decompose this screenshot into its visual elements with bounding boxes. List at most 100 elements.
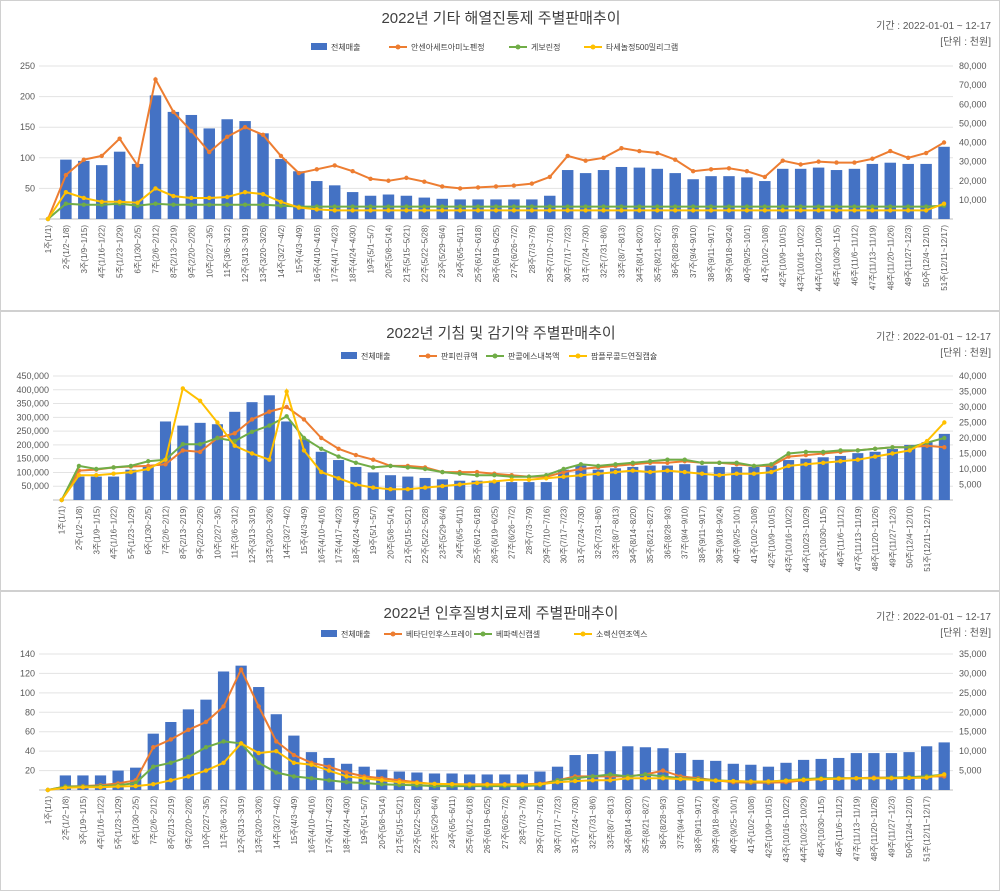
series-point-2 xyxy=(547,204,552,209)
legend-swatch-marker xyxy=(515,44,521,50)
series-point-3 xyxy=(197,398,203,403)
x-tick-label: 13주(3/20~3/26) xyxy=(265,506,274,564)
series-point-2 xyxy=(493,204,499,209)
y-right-tick: 30,000 xyxy=(959,157,987,167)
x-tick-label: 26주(6/19~6/25) xyxy=(492,225,501,283)
series-point-3 xyxy=(713,778,718,783)
bar-cold xyxy=(246,402,258,500)
series-point-3 xyxy=(221,760,226,765)
bar-cold xyxy=(627,466,639,500)
x-tick-label: 14주(3/27~4/2) xyxy=(283,506,292,559)
series-point-1 xyxy=(578,466,584,472)
x-tick-label: 45주(10/30~11/5) xyxy=(817,796,826,858)
series-point-3 xyxy=(942,420,947,425)
y-left-tick: 80 xyxy=(25,707,35,717)
series-line-2 xyxy=(60,415,945,501)
bar-cold xyxy=(488,480,500,500)
series-point-1 xyxy=(803,452,809,458)
x-tick-label: 7주(2/6~2/12) xyxy=(151,225,160,274)
x-tick-label: 2주(1/2~1/8) xyxy=(75,506,84,550)
period-label: 기간 : 2022-01-01 ~ 12-17 xyxy=(876,611,991,623)
x-tick-label: 4주(1/16~1/22) xyxy=(110,506,119,559)
y-left-tick: 100,000 xyxy=(16,467,49,477)
series-point-3 xyxy=(526,477,532,483)
bar-throat xyxy=(727,763,739,790)
series-point-2 xyxy=(613,462,618,467)
series-point-2 xyxy=(583,204,588,209)
series-point-3 xyxy=(309,762,314,767)
x-tick-label: 25주(6/12~6/18) xyxy=(474,225,483,283)
series-point-3 xyxy=(608,778,613,783)
legend-swatch-marker xyxy=(580,631,586,637)
x-tick-label: 35주(8/21~8/27) xyxy=(653,225,662,283)
bar-throat xyxy=(885,753,898,790)
x-tick-label: 38주(9/11~9/17) xyxy=(698,506,707,563)
series-point-2 xyxy=(111,465,116,470)
y-right-tick: 25,000 xyxy=(959,688,987,698)
series-point-1 xyxy=(171,109,176,115)
x-tick-label: 3주(1/9~1/15) xyxy=(92,506,101,555)
series-point-1 xyxy=(660,768,666,773)
series-point-2 xyxy=(511,204,517,209)
series-point-3 xyxy=(296,205,302,210)
series-point-2 xyxy=(544,473,549,478)
bar-fever xyxy=(239,121,251,219)
series-point-2 xyxy=(242,202,248,207)
series-point-1 xyxy=(238,667,244,672)
series-point-2 xyxy=(474,473,480,478)
legend-label: 판피린큐액 xyxy=(441,351,478,361)
series-point-2 xyxy=(870,204,875,209)
series-point-2 xyxy=(332,204,337,209)
series-point-3 xyxy=(422,485,428,490)
x-tick-label: 2주(1/2~1/8) xyxy=(62,225,71,269)
series-point-2 xyxy=(153,201,158,206)
series-point-3 xyxy=(660,776,666,781)
series-point-3 xyxy=(852,208,857,213)
series-point-1 xyxy=(291,752,297,758)
series-point-3 xyxy=(238,741,244,746)
series-point-3 xyxy=(855,457,861,462)
bar-cold xyxy=(315,451,327,500)
bar-throat xyxy=(147,733,159,790)
x-tick-label: 41주(10/2~10/8) xyxy=(747,796,756,854)
series-point-2 xyxy=(905,204,911,209)
series-point-1 xyxy=(665,460,670,465)
series-point-2 xyxy=(762,204,768,209)
bar-throat xyxy=(692,759,704,790)
series-point-3 xyxy=(678,776,683,782)
series-point-2 xyxy=(215,435,220,441)
series-point-2 xyxy=(189,202,194,207)
x-tick-label: 8주(2/13~2/19) xyxy=(169,225,178,278)
series-point-3 xyxy=(751,471,757,476)
bar-fever xyxy=(328,185,341,219)
bar-fever xyxy=(257,133,269,219)
y-left-tick: 100 xyxy=(20,688,35,698)
x-tick-label: 9주(2/20~2/26) xyxy=(196,506,205,559)
x-tick-label: 27주(6/26~7/2) xyxy=(510,225,519,278)
series-point-1 xyxy=(203,719,209,725)
series-point-1 xyxy=(296,170,302,176)
series-point-2 xyxy=(457,204,463,209)
x-tick-label: 15주(4/3~4/9) xyxy=(300,506,309,555)
series-point-3 xyxy=(643,776,648,781)
x-tick-label: 48주(11/20~11/26) xyxy=(886,225,895,290)
x-tick-label: 7주(2/6~2/12) xyxy=(162,506,171,555)
series-point-3 xyxy=(923,208,929,213)
series-point-1 xyxy=(690,168,696,174)
series-point-3 xyxy=(414,780,420,786)
x-tick-label: 49주(11/27~12/3) xyxy=(904,225,913,287)
unit-label: [단위 : 천원] xyxy=(940,626,991,639)
bar-throat xyxy=(217,671,230,790)
x-tick-label: 13주(3/20~3/26) xyxy=(259,225,268,283)
bar-cold xyxy=(904,444,916,500)
series-point-1 xyxy=(353,452,359,458)
x-tick-label: 30주(7/17~7/23) xyxy=(564,225,573,283)
x-tick-label: 6주(1/30~2/5) xyxy=(132,796,141,845)
series-point-3 xyxy=(94,473,99,478)
x-tick-label: 25주(6/12~6/18) xyxy=(466,796,475,854)
series-point-3 xyxy=(941,201,947,206)
bar-fever xyxy=(902,163,914,219)
series-point-2 xyxy=(128,463,134,469)
series-point-3 xyxy=(59,497,64,503)
x-tick-label: 43주(10/16~10/22) xyxy=(797,225,806,292)
